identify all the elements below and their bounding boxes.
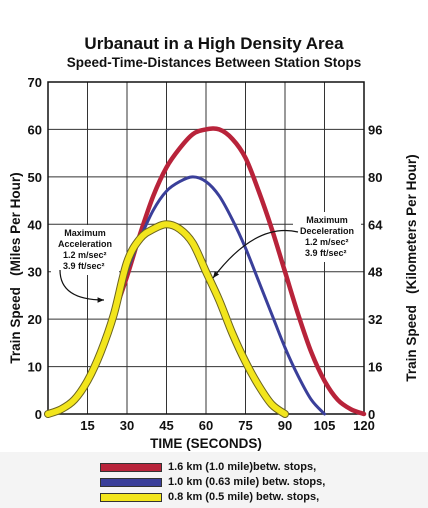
y-tick-label-right: 80 [368, 170, 382, 185]
annotation-text: Deceleration [300, 226, 354, 236]
y-tick-label-left: 10 [28, 360, 42, 375]
chart-subtitle: Speed-Time-Distances Between Station Sto… [66, 55, 362, 70]
y-tick-label-right: 48 [368, 265, 382, 280]
series-line [45, 221, 288, 417]
x-tick-label: 30 [120, 418, 134, 433]
annotation-box [293, 212, 361, 262]
x-tick-label: 45 [159, 418, 173, 433]
annotation-text: 1.2 m/sec² [305, 237, 349, 247]
legend-label: 1.6 km (1.0 mile)betw. stops, [168, 461, 317, 473]
annotation-text: Acceleration [58, 239, 112, 249]
x-tick-label: 60 [199, 418, 213, 433]
y-tick-label-left: 70 [28, 75, 42, 90]
legend-background [0, 452, 428, 508]
x-axis-title: TIME (SECONDS) [150, 436, 262, 451]
annotation-text: Maximum [64, 228, 106, 238]
x-tick-label: 105 [314, 418, 336, 433]
legend-item: 0.8 km (0.5 mile) betw. stops, [100, 490, 400, 504]
legend-swatch [100, 477, 162, 487]
arrowhead [97, 297, 104, 303]
y-tick-label-right: 16 [368, 360, 382, 375]
y-tick-label-left: 40 [28, 217, 42, 232]
arrowhead [213, 271, 220, 278]
y-tick-label-left: 20 [28, 312, 42, 327]
y-tick-label-left: 0 [35, 407, 42, 422]
legend-label: 1.0 km (0.63 mile) betw. stops, [168, 476, 326, 488]
legend: 1.6 km (1.0 mile)betw. stops, 1.0 km (0.… [100, 460, 400, 505]
legend-item: 1.0 km (0.63 mile) betw. stops, [100, 475, 400, 489]
x-tick-label: 120 [353, 418, 375, 433]
plot-frame [47, 81, 365, 415]
y-tick-label-left: 30 [28, 265, 42, 280]
y-axis-title-right: Train Speed (Kilometers Per Hour) [404, 154, 419, 381]
y-tick-label-right: 32 [368, 312, 382, 327]
x-tick-label: 15 [80, 418, 94, 433]
y-tick-label-left: 60 [28, 122, 42, 137]
series-lines [44, 126, 367, 418]
annotation-box [51, 225, 119, 275]
y-tick-label-right: 0 [368, 407, 375, 422]
y-tick-label-left: 50 [28, 170, 42, 185]
y-tick-label-right: 64 [368, 217, 383, 232]
x-tick-label: 75 [238, 418, 252, 433]
x-tick-label: 90 [278, 418, 292, 433]
tick-labels: 15 30 45 60 75 90 105 1200102030405060700163248… [28, 75, 384, 433]
legend-swatch [100, 462, 162, 472]
chart-title: Urbanaut in a High Density Area [84, 34, 344, 53]
annotation-text: 1.2 m/sec² [63, 250, 107, 260]
annotation-text: Maximum [306, 215, 348, 225]
annotation-text: 3.9 ft/sec² [305, 248, 347, 258]
annotation-arrow [212, 229, 299, 279]
legend-item: 1.6 km (1.0 mile)betw. stops, [100, 460, 400, 474]
y-tick-label-right: 96 [368, 122, 382, 137]
legend-label: 0.8 km (0.5 mile) betw. stops, [168, 491, 320, 503]
legend-swatch [100, 492, 162, 502]
annotation-text: 3.9 ft/sec² [63, 261, 105, 271]
annotation-arrow [59, 269, 105, 301]
y-axis-title-left: Train Speed (Miles Per Hour) [8, 172, 23, 363]
